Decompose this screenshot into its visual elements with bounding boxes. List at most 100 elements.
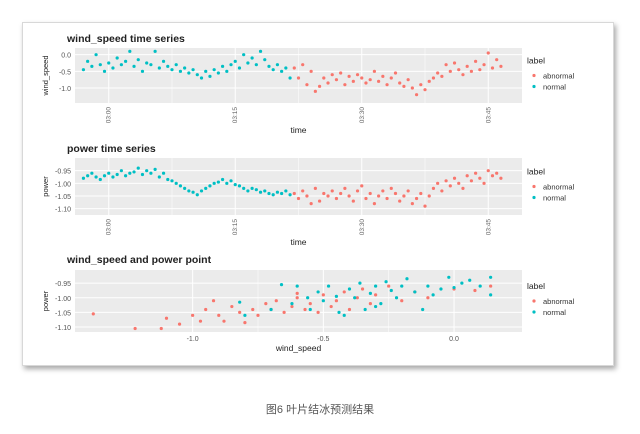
data-point-normal [149, 171, 153, 175]
data-point-abnormal [292, 191, 296, 196]
data-point-abnormal [309, 202, 313, 206]
legend-key-normal [532, 84, 536, 89]
data-point-abnormal [351, 199, 355, 203]
data-point-normal [174, 181, 178, 185]
data-point-normal [326, 284, 331, 288]
data-point-abnormal [243, 321, 247, 325]
data-point-normal [321, 299, 325, 303]
data-point-normal [195, 73, 199, 77]
data-point-abnormal [198, 319, 203, 323]
data-point-normal [136, 58, 140, 62]
x-tick-label: 03:30 [359, 219, 366, 236]
data-point-normal [140, 69, 145, 73]
data-point-normal [233, 183, 237, 187]
data-point-abnormal [478, 176, 482, 180]
data-point-normal [170, 68, 174, 72]
data-point-abnormal [368, 78, 372, 82]
data-point-abnormal [444, 179, 448, 183]
data-point-normal [379, 302, 383, 306]
data-point-normal [478, 284, 482, 288]
data-point-normal [145, 169, 149, 173]
data-point-normal [111, 66, 115, 70]
data-point-abnormal [473, 288, 477, 293]
data-point-normal [178, 184, 183, 188]
legend-label-normal: normal [543, 308, 566, 317]
x-tick-label: 03:45 [485, 219, 492, 236]
data-point-normal [170, 179, 174, 183]
y-tick-label: -1.10 [55, 325, 71, 332]
data-point-normal [216, 71, 220, 75]
data-point-normal [421, 307, 425, 312]
data-point-abnormal [389, 186, 393, 190]
data-point-abnormal [305, 83, 309, 87]
data-point-abnormal [387, 284, 391, 288]
data-point-abnormal [495, 58, 499, 62]
x-tick-label: 03:15 [232, 107, 239, 124]
data-point-normal [400, 284, 404, 288]
data-point-normal [107, 171, 111, 175]
data-point-abnormal [347, 307, 352, 312]
legend-label-abnormal: abnormal [543, 297, 575, 306]
legend-key-normal [532, 310, 536, 314]
data-point-normal [183, 66, 187, 70]
data-point-normal [195, 193, 199, 197]
y-tick-label: -0.95 [55, 169, 71, 176]
x-tick-label: 03:45 [485, 107, 492, 124]
data-point-abnormal [385, 83, 389, 87]
data-point-normal [191, 68, 195, 72]
x-axis-label: wind_speed [275, 343, 322, 353]
data-point-normal [166, 177, 170, 182]
data-point-abnormal [448, 184, 452, 188]
data-point-abnormal [360, 287, 365, 291]
data-point-normal [405, 277, 409, 281]
x-axis-label: time [290, 125, 306, 135]
data-point-normal [212, 68, 216, 72]
data-point-normal [243, 313, 247, 317]
data-point-abnormal [329, 304, 333, 309]
data-point-normal [174, 63, 178, 67]
data-point-normal [242, 53, 246, 57]
data-point-normal [199, 76, 204, 80]
data-point-normal [94, 53, 98, 57]
data-point-normal [308, 307, 312, 312]
data-point-abnormal [230, 304, 234, 309]
data-point-normal [267, 191, 271, 196]
data-point-abnormal [461, 186, 465, 190]
y-tick-label: -1.05 [55, 310, 71, 317]
panel-title: wind_speed time series [66, 33, 185, 45]
data-point-normal [374, 284, 378, 288]
data-point-abnormal [330, 189, 334, 193]
data-point-abnormal [499, 64, 503, 68]
data-point-abnormal [308, 302, 312, 306]
data-point-normal [238, 300, 242, 304]
data-point-abnormal [486, 51, 490, 55]
data-point-abnormal [402, 194, 406, 198]
legend-title: label [527, 56, 545, 66]
data-point-abnormal [290, 304, 294, 309]
y-tick-label: -1.00 [55, 296, 71, 303]
x-tick-label: 03:00 [106, 107, 113, 124]
data-point-abnormal [334, 299, 339, 303]
data-point-abnormal [343, 83, 347, 87]
x-tick-label: 0.0 [449, 336, 459, 343]
legend-label-normal: normal [543, 194, 566, 203]
data-point-normal [161, 59, 166, 63]
data-point-normal [267, 64, 271, 68]
data-point-abnormal [385, 196, 389, 201]
data-point-abnormal [321, 293, 325, 297]
data-point-normal [394, 296, 399, 300]
data-point-abnormal [419, 191, 423, 196]
data-point-abnormal [326, 194, 330, 198]
data-point-abnormal [490, 66, 495, 70]
data-point-normal [102, 69, 107, 73]
data-point-normal [81, 68, 86, 72]
data-point-normal [288, 76, 292, 80]
data-point-abnormal [374, 293, 378, 297]
data-point-normal [342, 313, 346, 317]
data-point-normal [149, 63, 153, 67]
data-point-abnormal [301, 189, 305, 193]
data-point-normal [111, 175, 115, 179]
data-point-abnormal [368, 302, 372, 306]
data-point-abnormal [339, 191, 343, 196]
data-point-abnormal [251, 307, 255, 312]
